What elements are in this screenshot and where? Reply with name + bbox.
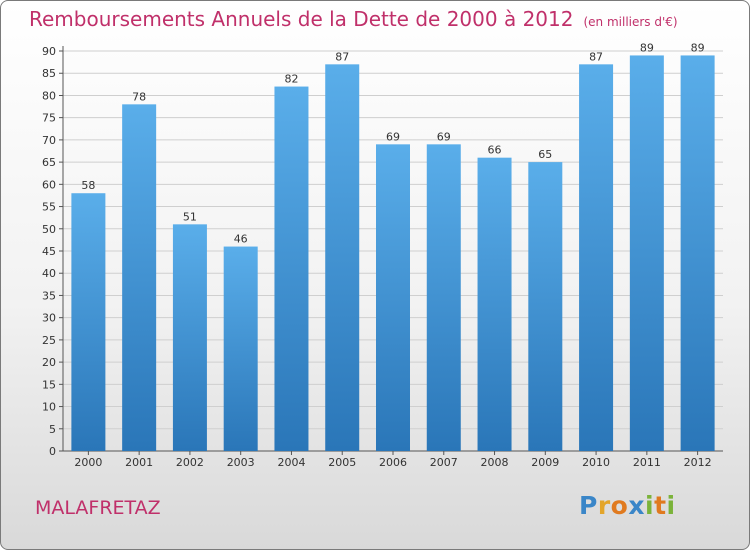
x-tick-label: 2009 bbox=[531, 456, 559, 469]
y-tick-label: 60 bbox=[42, 178, 56, 191]
y-tick-label: 20 bbox=[42, 356, 56, 369]
chart-title-unit: (en milliers d'€) bbox=[583, 15, 678, 29]
y-tick-label: 35 bbox=[42, 289, 56, 302]
logo-letter: r bbox=[597, 491, 611, 520]
y-tick-label: 90 bbox=[42, 45, 56, 58]
y-tick-label: 30 bbox=[42, 312, 56, 325]
y-tick-label: 80 bbox=[42, 89, 56, 102]
bar bbox=[528, 162, 563, 451]
logo-letter: i bbox=[645, 491, 655, 520]
x-tick-label: 2003 bbox=[227, 456, 255, 469]
x-tick-label: 2004 bbox=[277, 456, 305, 469]
bar bbox=[629, 55, 664, 451]
logo-letter: o bbox=[610, 491, 629, 520]
logo-letter: P bbox=[579, 491, 598, 520]
y-tick-label: 10 bbox=[42, 401, 56, 414]
bar bbox=[223, 246, 258, 451]
value-label: 69 bbox=[386, 130, 400, 143]
logo-letter: i bbox=[666, 491, 676, 520]
y-tick-label: 85 bbox=[42, 67, 56, 80]
x-tick-label: 2002 bbox=[176, 456, 204, 469]
x-tick-label: 2011 bbox=[633, 456, 661, 469]
x-tick-label: 2000 bbox=[74, 456, 102, 469]
logo-letter: t bbox=[654, 491, 667, 520]
chart-title: Remboursements Annuels de la Dette de 20… bbox=[29, 7, 678, 31]
y-tick-label: 40 bbox=[42, 267, 56, 280]
y-tick-label: 25 bbox=[42, 334, 56, 347]
value-label: 89 bbox=[640, 41, 654, 54]
bar bbox=[122, 104, 157, 451]
value-label: 66 bbox=[488, 144, 502, 157]
bar bbox=[426, 144, 461, 452]
commune-name: MALAFRETAZ bbox=[35, 497, 161, 519]
x-tick-label: 2005 bbox=[328, 456, 356, 469]
value-label: 69 bbox=[437, 130, 451, 143]
value-label: 87 bbox=[589, 50, 603, 63]
x-tick-label: 2007 bbox=[430, 456, 458, 469]
y-tick-label: 0 bbox=[49, 445, 56, 458]
bar bbox=[477, 157, 512, 451]
bars bbox=[71, 55, 715, 452]
value-label: 58 bbox=[81, 179, 95, 192]
y-tick-label: 65 bbox=[42, 156, 56, 169]
y-tick-label: 75 bbox=[42, 112, 56, 125]
y-tick-label: 70 bbox=[42, 134, 56, 147]
y-tick-label: 45 bbox=[42, 245, 56, 258]
x-tick-label: 2008 bbox=[481, 456, 509, 469]
bar bbox=[71, 193, 106, 451]
x-tick-label: 2012 bbox=[684, 456, 712, 469]
bar bbox=[579, 64, 614, 452]
value-label: 87 bbox=[335, 50, 349, 63]
bar bbox=[325, 64, 360, 452]
logo-letter: x bbox=[628, 491, 645, 520]
bar bbox=[274, 86, 309, 452]
value-label: 46 bbox=[234, 233, 248, 246]
bar bbox=[680, 55, 715, 451]
y-tick-label: 15 bbox=[42, 378, 56, 391]
proxiti-logo: Proxiti bbox=[579, 491, 676, 520]
value-label: 82 bbox=[284, 73, 298, 86]
value-label: 51 bbox=[183, 210, 197, 223]
value-label: 65 bbox=[538, 148, 552, 161]
bar bbox=[376, 144, 410, 452]
x-tick-label: 2001 bbox=[125, 456, 153, 469]
y-tick-label: 50 bbox=[42, 223, 56, 236]
value-label: 78 bbox=[132, 90, 146, 103]
value-label: 89 bbox=[691, 41, 705, 54]
chart-title-main: Remboursements Annuels de la Dette de 20… bbox=[29, 7, 574, 31]
bar bbox=[172, 224, 207, 451]
labels: 0 5 10 15 20 25 30 35 40 45 50 55 60 65 70 75 80 85 90 58 20… bbox=[42, 41, 712, 469]
x-tick-label: 2010 bbox=[582, 456, 610, 469]
x-tick-label: 2006 bbox=[379, 456, 407, 469]
y-tick-label: 5 bbox=[49, 423, 56, 436]
y-tick-label: 55 bbox=[42, 201, 56, 214]
